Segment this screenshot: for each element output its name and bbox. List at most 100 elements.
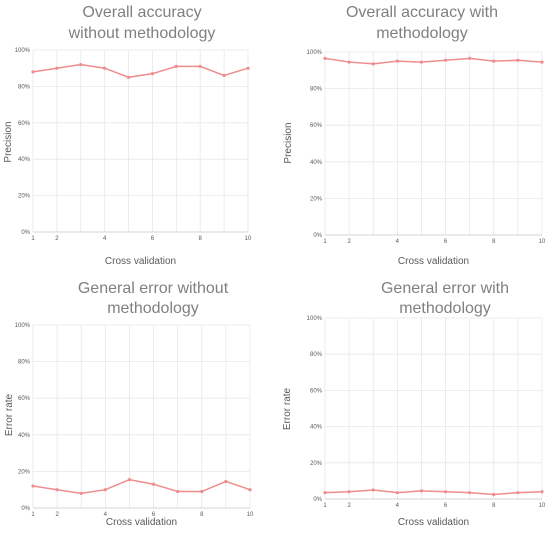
- chart-title-line: General error without: [78, 280, 229, 297]
- x-tick-label: 2: [55, 236, 59, 242]
- y-tick-label: 60%: [310, 123, 323, 129]
- x-tick-label: 10: [245, 236, 252, 242]
- data-point: [540, 490, 544, 494]
- data-point: [127, 478, 132, 482]
- x-tick-label: 2: [347, 239, 351, 245]
- series-line: [324, 57, 543, 65]
- y-tick-label: 100%: [307, 50, 323, 56]
- data-point: [468, 491, 472, 495]
- data-point: [174, 64, 178, 68]
- y-tick-label: 40%: [310, 160, 323, 166]
- y-tick-label: 60%: [18, 396, 31, 402]
- chart-title-line: methodology: [376, 25, 468, 42]
- data-point: [516, 491, 520, 495]
- y-tick-label: 20%: [310, 461, 323, 467]
- data-point: [395, 491, 399, 495]
- data-point: [31, 70, 35, 74]
- series-line: [32, 478, 251, 495]
- y-tick-label: 0%: [313, 497, 322, 503]
- data-point: [176, 489, 180, 494]
- data-point: [371, 488, 375, 492]
- data-point: [540, 60, 544, 64]
- x-tick-label: 4: [396, 239, 400, 245]
- chart-title-line: General error with: [381, 280, 509, 297]
- y-tick-label: 0%: [21, 506, 30, 512]
- data-point: [443, 58, 448, 62]
- data-point: [198, 64, 202, 68]
- data-point: [492, 59, 496, 63]
- chart-title-line: methodology: [399, 300, 491, 317]
- y-tick-label: 100%: [15, 48, 31, 54]
- chart-4: General error with methodology 0% 20% 40% 60%…: [282, 280, 546, 528]
- x-tick-label: 1: [323, 239, 327, 245]
- data-point: [516, 58, 520, 62]
- y-tick-label: 100%: [307, 316, 323, 322]
- y-tick-label: 60%: [310, 388, 323, 394]
- data-point: [55, 488, 59, 492]
- data-point: [79, 491, 83, 495]
- x-tick-label: 4: [103, 236, 107, 242]
- data-point: [443, 490, 448, 494]
- y-axis-label: Precision: [283, 122, 294, 163]
- y-axis-label: Error rate: [4, 393, 15, 436]
- data-point: [151, 482, 156, 486]
- data-point: [31, 484, 35, 488]
- data-point: [468, 56, 472, 61]
- chart-3: General error without methodology 0% 20% 40%…: [4, 280, 254, 528]
- x-tick-label: 4: [104, 512, 108, 518]
- chart-title-line: without methodology: [68, 25, 216, 42]
- data-point: [224, 479, 228, 484]
- y-tick-label: 80%: [18, 84, 31, 90]
- y-tick-label: 40%: [18, 157, 31, 163]
- y-tick-label: 20%: [18, 194, 31, 200]
- x-axis-label: Cross validation: [106, 517, 177, 528]
- y-axis-label: Precision: [3, 121, 14, 162]
- chart-2: Overall accuracy with methodology 0% 20% 40%…: [283, 4, 546, 267]
- x-tick-label: 10: [539, 503, 546, 509]
- y-tick-label: 40%: [18, 433, 31, 439]
- y-tick-label: 20%: [18, 469, 31, 475]
- x-tick-label: 1: [31, 512, 35, 518]
- x-tick-label: 8: [199, 236, 203, 242]
- data-point: [55, 66, 59, 70]
- x-axis-label: Cross validation: [105, 256, 176, 267]
- y-tick-label: 0%: [313, 233, 322, 239]
- chart-title-line: methodology: [107, 300, 199, 317]
- x-tick-label: 6: [444, 239, 448, 245]
- x-tick-label: 1: [323, 503, 327, 509]
- y-tick-label: 20%: [310, 196, 323, 202]
- data-point: [246, 66, 250, 70]
- series-line: [32, 63, 249, 79]
- data-point: [150, 72, 155, 76]
- x-axis-label: Cross validation: [398, 517, 469, 528]
- data-point: [103, 66, 107, 70]
- chart-title-line: Overall accuracy with: [346, 4, 498, 21]
- x-axis-label: Cross validation: [398, 256, 469, 267]
- x-tick-label: 8: [200, 512, 204, 518]
- y-tick-label: 0%: [21, 230, 30, 236]
- x-tick-label: 10: [247, 512, 254, 518]
- x-tick-label: 6: [444, 503, 448, 509]
- x-tick-label: 6: [151, 236, 155, 242]
- series-line: [324, 489, 543, 496]
- x-tick-label: 6: [152, 512, 156, 518]
- data-point: [103, 488, 107, 492]
- data-point: [492, 492, 496, 497]
- chart-title-line: Overall accuracy: [82, 4, 201, 21]
- x-tick-label: 10: [539, 239, 546, 245]
- data-point: [395, 59, 399, 63]
- data-point: [222, 73, 226, 78]
- data-point: [347, 60, 351, 64]
- data-point: [79, 62, 83, 67]
- x-tick-label: 2: [347, 503, 351, 509]
- y-tick-label: 60%: [18, 121, 31, 127]
- y-tick-label: 40%: [310, 425, 323, 431]
- x-tick-label: 1: [31, 236, 35, 242]
- chart-1: Overall accuracy without methodology 0% 20%…: [3, 4, 252, 267]
- data-point: [200, 489, 204, 494]
- y-tick-label: 80%: [310, 352, 323, 358]
- y-tick-label: 80%: [18, 360, 31, 366]
- data-point: [248, 488, 252, 492]
- x-tick-label: 8: [492, 239, 496, 245]
